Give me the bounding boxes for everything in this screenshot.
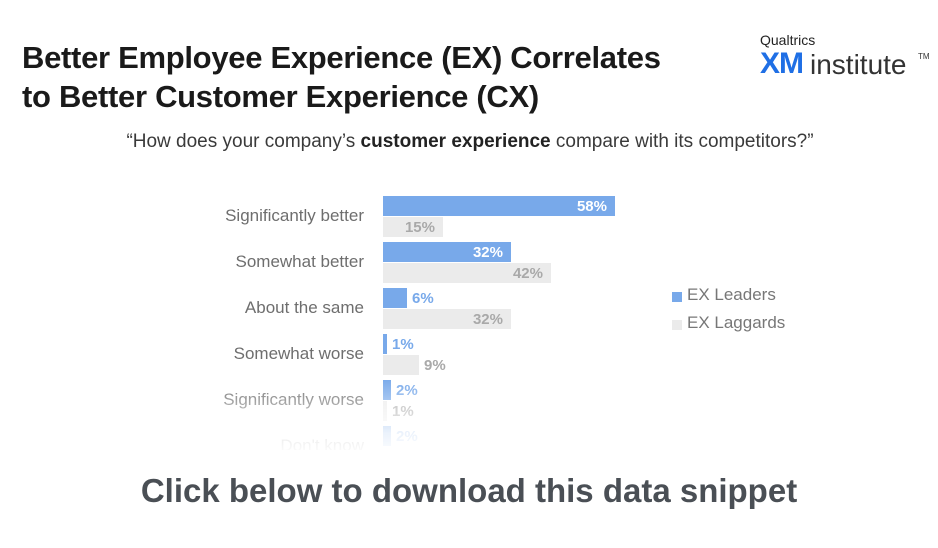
data-label: 15% [405, 219, 435, 236]
bar-chart: Significantly better 58% 15% Somewhat bette… [223, 196, 615, 450]
data-label: 42% [513, 265, 543, 282]
bar-ex-laggards [383, 217, 443, 237]
qualtrics-xm-institute-logo: Qualtrics XM institute TM [760, 32, 930, 84]
data-label: 2% [396, 382, 418, 399]
bar-ex-leaders [383, 242, 511, 262]
logo-trademark: TM [918, 52, 930, 61]
category-label: About the same [245, 298, 364, 317]
question-suffix: compare with its competitors?” [550, 131, 814, 152]
legend-swatch-leaders [672, 292, 682, 302]
legend-label-laggards: EX Laggards [687, 313, 786, 332]
download-cta[interactable]: Click below to download this data snippe… [140, 472, 798, 509]
data-label: 2% [396, 428, 418, 445]
bar-ex-laggards [383, 355, 419, 375]
bar-ex-leaders [383, 288, 407, 308]
logo-institute: institute [810, 49, 907, 80]
category-label: Somewhat worse [234, 344, 364, 363]
data-label: 9% [424, 357, 446, 374]
bar-ex-leaders [383, 196, 615, 216]
bar-ex-leaders [383, 334, 387, 354]
category-label: Significantly better [225, 206, 364, 225]
bar-ex-leaders [383, 380, 391, 400]
data-label: 6% [412, 290, 434, 307]
bar-ex-laggards [383, 401, 387, 421]
bar-ex-laggards [383, 263, 551, 283]
category-label: Significantly worse [223, 390, 364, 409]
question-bold: customer experience [360, 131, 551, 152]
legend-label-leaders: EX Leaders [687, 285, 776, 304]
title-line-1: Better Employee Experience (EX) Correlat… [22, 40, 661, 75]
data-label: 32% [473, 311, 503, 328]
data-label: 1% [392, 403, 414, 420]
data-label: 58% [577, 198, 607, 215]
data-label: 1% [392, 336, 414, 353]
bar-ex-leaders [383, 426, 391, 446]
category-label: Don't know [280, 436, 364, 450]
question-prefix: “How does your company’s [126, 131, 361, 152]
data-label: 32% [473, 244, 503, 261]
title-line-2: to Better Customer Experience (CX) [22, 79, 539, 114]
category-label: Somewhat better [235, 252, 364, 271]
legend-swatch-laggards [672, 320, 682, 330]
survey-question: “How does your company’s customer experi… [120, 130, 820, 154]
bar-ex-laggards [383, 309, 511, 329]
logo-brand: Qualtrics [760, 32, 816, 48]
page-title: Better Employee Experience (EX) Correlat… [22, 38, 742, 116]
logo-xm: XM [760, 47, 804, 80]
